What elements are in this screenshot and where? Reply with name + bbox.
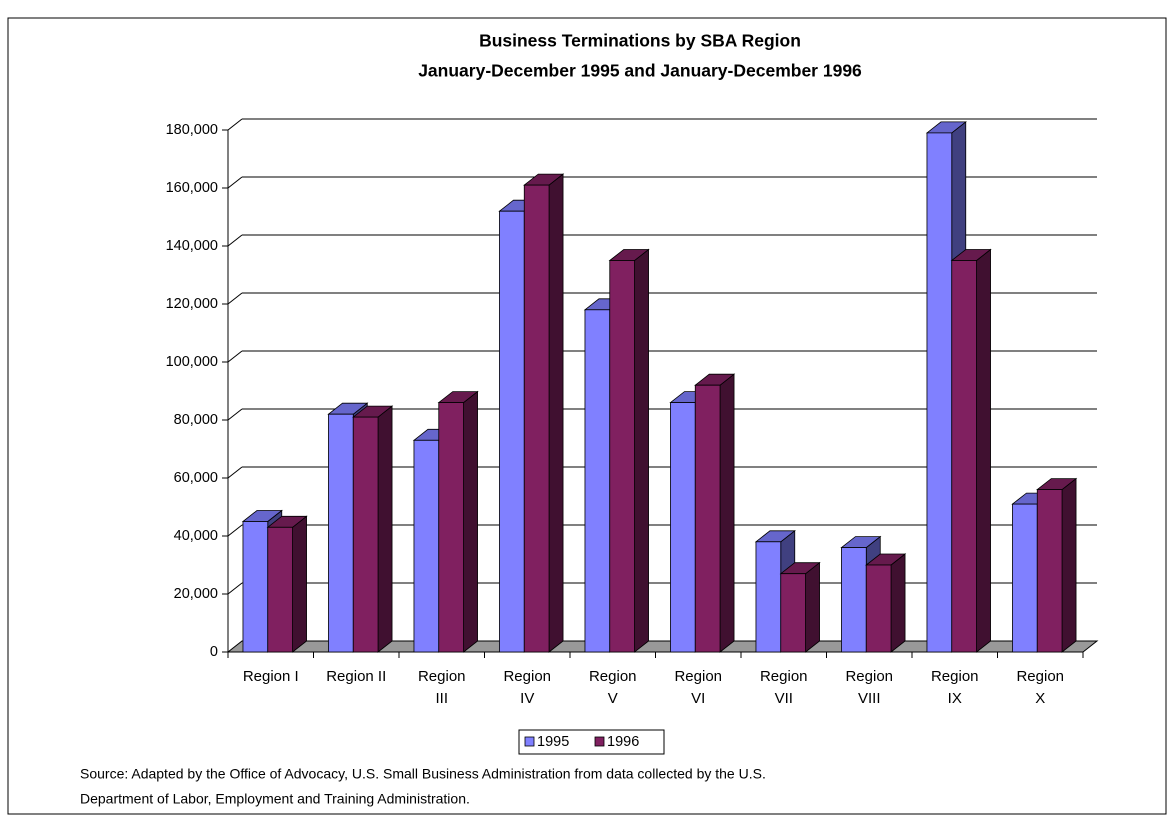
y-tick-label: 100,000: [166, 354, 218, 370]
x-tick-label: Region VI: [674, 668, 723, 707]
legend-label: 1996: [607, 734, 639, 750]
bar: [437, 390, 479, 653]
bar-front: [328, 413, 354, 653]
bar-front: [1036, 489, 1063, 653]
x-tick-label: Region V: [588, 668, 637, 707]
bar-front: [609, 260, 635, 653]
bar-front: [413, 439, 440, 653]
source-note: Source: Adapted by the Office of Advocac…: [80, 766, 766, 782]
y-tick-label: 0: [210, 644, 218, 660]
source-note: Department of Labor, Employment and Trai…: [80, 791, 470, 807]
y-tick-label: 120,000: [166, 296, 218, 312]
bar-side: [463, 390, 478, 653]
bar-front: [584, 309, 611, 653]
bar-front: [438, 402, 464, 653]
grid-line: [227, 350, 243, 363]
grid-line: [227, 466, 243, 479]
bar: [694, 373, 736, 653]
grid-line: [227, 408, 243, 421]
bar-side: [634, 248, 649, 653]
y-tick-label: 180,000: [166, 122, 218, 138]
legend-box: [518, 729, 665, 755]
bar-side: [890, 553, 906, 653]
chart-subtitle: January-December 1995 and January-Decemb…: [418, 61, 862, 81]
grid-line: [227, 524, 243, 537]
grid-line: [227, 582, 243, 595]
bar-side: [719, 373, 735, 653]
bar-front: [841, 547, 867, 653]
bar-side: [548, 173, 564, 653]
x-tick-label: Region I: [242, 668, 299, 685]
legend-label: 1995: [537, 734, 569, 750]
bar-side: [377, 405, 393, 653]
y-tick-label: 60,000: [174, 470, 218, 486]
y-tick-label: 40,000: [174, 528, 218, 544]
grid-line: [227, 118, 243, 131]
bar-front: [267, 526, 293, 653]
x-tick-label: Region VII: [759, 668, 808, 707]
bar: [523, 173, 565, 653]
chart-title: Business Terminations by SBA Region: [479, 31, 801, 51]
bar-front: [694, 384, 721, 653]
bar-side: [976, 248, 991, 653]
x-tick-label: Region X: [1016, 668, 1065, 707]
x-tick-label: Region II: [326, 668, 387, 685]
bar: [779, 561, 821, 653]
bar-front: [352, 416, 379, 653]
y-tick-label: 20,000: [174, 586, 218, 602]
bar-front: [926, 132, 953, 653]
bar-side: [805, 561, 820, 653]
bar-front: [670, 402, 696, 653]
chart-frame: [7, 17, 1167, 815]
bar: [608, 248, 650, 653]
bar: [352, 405, 394, 653]
bar-front: [242, 521, 269, 653]
x-tick-label: Region IV: [503, 668, 552, 707]
bar-front: [780, 573, 806, 653]
bar-side: [292, 515, 307, 653]
bar: [1036, 477, 1078, 653]
grid-line: [227, 176, 243, 189]
x-tick-label: Region IX: [930, 668, 979, 707]
grid-line: [227, 292, 243, 305]
bar: [266, 515, 308, 653]
bar: [865, 553, 907, 653]
bar-front: [755, 541, 782, 653]
bar-front: [1012, 503, 1038, 653]
bar: [950, 248, 992, 653]
y-tick-label: 80,000: [174, 412, 218, 428]
bar-side: [1061, 477, 1077, 653]
x-tick-label: Region III: [417, 668, 466, 707]
x-tick-label: Region VIII: [845, 668, 894, 707]
legend-swatch: [594, 736, 605, 747]
y-tick-label: 140,000: [166, 238, 218, 254]
bar-front: [523, 184, 550, 653]
bar-front: [499, 210, 525, 653]
bar-front: [865, 564, 892, 653]
grid-line: [227, 234, 243, 247]
bar-front: [951, 260, 977, 653]
y-tick-label: 160,000: [166, 180, 218, 196]
legend-swatch: [524, 736, 535, 747]
